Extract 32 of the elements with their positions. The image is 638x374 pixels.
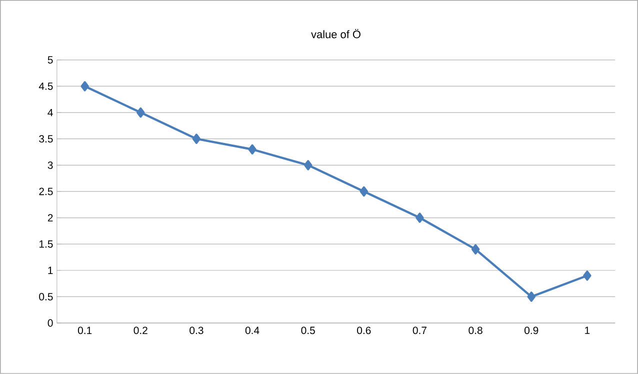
y-tick-label: 4 xyxy=(48,108,53,116)
point xyxy=(304,160,312,170)
x-tick-label: 0.5 xyxy=(301,326,315,334)
y-tick-label: 1 xyxy=(48,266,53,274)
y-tick-label: 5 xyxy=(48,56,53,64)
x-tick-label: 0.3 xyxy=(190,326,204,334)
y-tick-label: 3 xyxy=(48,161,53,169)
y-tick-label: 2 xyxy=(48,214,53,222)
point xyxy=(136,107,145,118)
point xyxy=(192,134,201,144)
point xyxy=(583,270,592,281)
point xyxy=(360,186,368,197)
point xyxy=(248,144,256,154)
x-tick-label: 0.2 xyxy=(134,326,148,334)
y-tick-label: 0.5 xyxy=(39,293,53,300)
x-tick-label: 0.8 xyxy=(468,326,482,334)
x-tick-label: 0.1 xyxy=(78,326,92,334)
y-tick-label: 0 xyxy=(48,319,53,327)
x-tick-label: 1 xyxy=(585,326,590,334)
point xyxy=(416,212,424,223)
point xyxy=(471,244,480,254)
x-tick-label: 0.9 xyxy=(524,326,538,334)
chart-title: value of Ö xyxy=(311,28,360,38)
y-tick-label: 1.5 xyxy=(39,240,53,248)
point xyxy=(527,292,536,302)
y-tick-label: 2.5 xyxy=(39,188,53,196)
x-tick-label: 0.7 xyxy=(412,326,426,334)
x-tick-label: 0.6 xyxy=(357,326,371,334)
x-tick-label: 0.4 xyxy=(245,326,260,334)
y-tick-label: 4.5 xyxy=(38,82,53,90)
y-tick-label: 3.5 xyxy=(39,135,53,143)
point xyxy=(80,81,89,92)
